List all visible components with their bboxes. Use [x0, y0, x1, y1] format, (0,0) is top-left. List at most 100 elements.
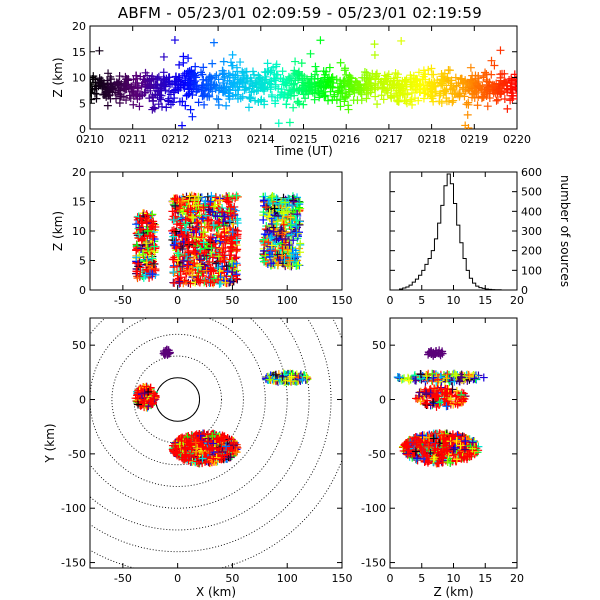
- range-ring: [133, 355, 222, 444]
- data-point: [433, 445, 442, 454]
- data-point: [334, 87, 343, 96]
- data-point: [479, 73, 488, 82]
- data-point: [141, 271, 150, 280]
- range-ring: [155, 377, 201, 422]
- data-point: [212, 71, 221, 80]
- data-point: [506, 82, 515, 91]
- data-point: [185, 267, 194, 276]
- y-tick-label: 10: [72, 225, 86, 238]
- data-point: [205, 92, 214, 101]
- range-ring: [90, 318, 266, 487]
- data-point: [482, 92, 491, 101]
- data-point: [188, 112, 197, 121]
- data-point: [248, 67, 257, 76]
- data-point: [283, 261, 292, 270]
- data-point: [443, 457, 452, 466]
- data-point: [232, 236, 241, 245]
- data-point: [294, 203, 303, 212]
- data-point: [446, 81, 455, 90]
- data-point: [415, 374, 424, 383]
- data-point: [269, 227, 278, 236]
- data-point: [295, 220, 304, 229]
- data-point: [132, 253, 141, 262]
- data-point: [201, 277, 210, 286]
- data-point: [132, 245, 141, 254]
- data-point: [403, 450, 412, 459]
- data-point: [232, 274, 241, 283]
- data-point: [140, 389, 149, 398]
- data-point: [267, 241, 276, 250]
- data-point: [209, 454, 218, 463]
- data-point: [429, 70, 438, 79]
- data-point: [193, 206, 202, 215]
- data-point: [299, 90, 308, 99]
- data-point: [321, 91, 330, 100]
- data-point: [452, 455, 461, 464]
- data-point: [357, 96, 366, 105]
- data-point: [481, 68, 490, 77]
- x-tick-label: 50: [225, 572, 239, 585]
- data-point: [272, 70, 281, 79]
- data-point: [347, 74, 356, 83]
- data-point: [398, 90, 407, 99]
- data-point: [262, 75, 271, 84]
- data-point: [244, 103, 253, 112]
- data-point: [470, 374, 479, 383]
- data-point: [252, 87, 261, 96]
- data-point: [442, 94, 451, 103]
- data-point: [260, 257, 269, 266]
- data-point: [349, 86, 358, 95]
- data-point: [278, 251, 287, 260]
- data-point: [173, 76, 182, 85]
- data-point: [285, 374, 294, 383]
- data-point: [421, 70, 430, 79]
- x-tick-label: -50: [114, 294, 132, 307]
- data-point: [288, 201, 297, 210]
- data-point: [341, 64, 350, 73]
- data-point: [165, 349, 174, 358]
- data-point: [453, 400, 462, 409]
- data-point: [271, 96, 280, 105]
- data-point: [263, 67, 272, 76]
- data-point: [370, 40, 379, 49]
- data-point: [209, 38, 218, 47]
- x-tick-label: 10: [447, 572, 461, 585]
- data-point: [146, 83, 155, 92]
- data-point: [273, 261, 282, 270]
- y-tick-label: 100: [521, 264, 542, 277]
- data-point: [428, 369, 437, 378]
- data-point: [423, 90, 432, 99]
- data-point: [289, 236, 298, 245]
- data-point: [394, 97, 403, 106]
- data-point: [141, 68, 150, 77]
- data-point: [266, 234, 275, 243]
- data-point: [129, 100, 138, 109]
- data-point: [196, 245, 205, 254]
- data-point: [198, 214, 207, 223]
- data-point: [411, 376, 420, 385]
- data-point: [208, 87, 217, 96]
- data-point: [440, 86, 449, 95]
- data-point: [460, 445, 469, 454]
- data-point: [434, 375, 443, 384]
- data-point: [168, 98, 177, 107]
- data-point: [395, 373, 404, 382]
- data-point: [294, 86, 303, 95]
- data-point: [295, 99, 304, 108]
- plan-view-inner: [90, 318, 342, 568]
- data-point: [169, 268, 178, 277]
- data-point: [195, 255, 204, 264]
- data-point: [267, 193, 276, 202]
- data-point: [170, 94, 179, 103]
- data-point: [206, 236, 215, 245]
- data-point: [182, 436, 191, 445]
- data-point: [307, 72, 316, 81]
- data-point: [412, 440, 421, 449]
- data-point: [204, 437, 213, 446]
- data-point: [292, 216, 301, 225]
- data-point: [330, 92, 339, 101]
- data-point: [200, 248, 209, 257]
- x-tick-label: 0211: [119, 133, 147, 146]
- data-point: [178, 71, 187, 80]
